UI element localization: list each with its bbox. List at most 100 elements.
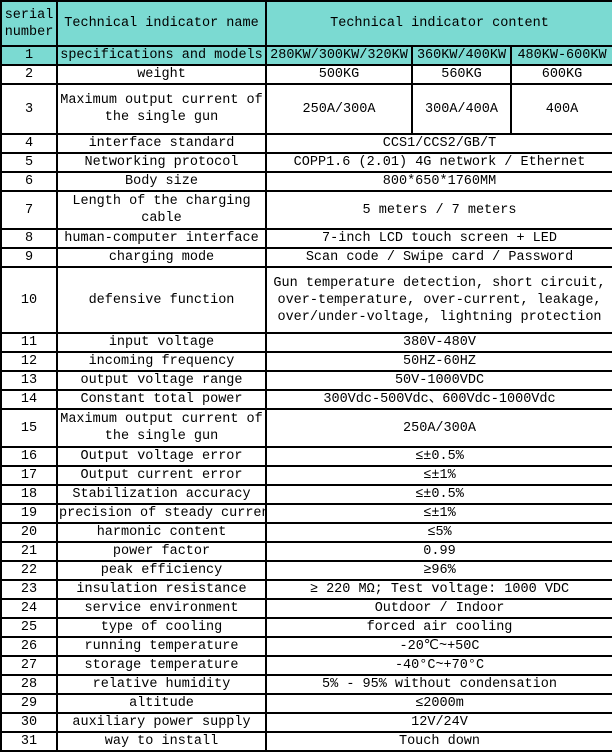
serial-number-cell: 16 [0, 446, 58, 467]
serial-number-cell: 18 [0, 484, 58, 505]
serial-number-cell: 2 [0, 64, 58, 85]
table-row: 12 incoming frequency 50HZ-60HZ [0, 351, 612, 372]
indicator-content-cell: 5 meters / 7 meters [265, 190, 612, 230]
indicator-name-cell: Constant total power [56, 389, 267, 410]
indicator-content-cell: 360KW/400KW [411, 45, 512, 66]
table-row: 3 Maximum output current of the single gu… [0, 83, 612, 135]
indicator-name-cell: running temperature [56, 636, 267, 657]
indicator-name-cell: Stabilization accuracy [56, 484, 267, 505]
serial-number-cell: 24 [0, 598, 58, 619]
indicator-name-cell: Maximum output current of the single gun [56, 408, 267, 448]
serial-number-cell: 23 [0, 579, 58, 600]
indicator-name-cell: precision of steady current [56, 503, 267, 524]
indicator-name-cell: weight [56, 64, 267, 85]
indicator-name-cell: altitude [56, 693, 267, 714]
indicator-name-cell: Maximum output current of the single gun [56, 83, 267, 135]
serial-number-cell: 7 [0, 190, 58, 230]
serial-number-cell: 28 [0, 674, 58, 695]
serial-number-cell: 10 [0, 266, 58, 334]
serial-number-cell: 11 [0, 332, 58, 353]
indicator-name-cell: human-computer interface [56, 228, 267, 249]
table-row: 31 way to install Touch down [0, 731, 612, 752]
indicator-content-cell: 50HZ-60HZ [265, 351, 612, 372]
indicator-name-cell: peak efficiency [56, 560, 267, 581]
serial-number-cell: 13 [0, 370, 58, 391]
indicator-name-cell: harmonic content [56, 522, 267, 543]
indicator-content-cell: 7-inch LCD touch screen + LED [265, 228, 612, 249]
indicator-content-cell: Gun temperature detection, short circuit… [265, 266, 612, 334]
indicator-content-cell: 300Vdc-500Vdc、600Vdc-1000Vdc [265, 389, 612, 410]
indicator-content-cell: -40°C~+70°C [265, 655, 612, 676]
table-row: 13 output voltage range 50V-1000VDC [0, 370, 612, 391]
table-row: 20 harmonic content ≤5% [0, 522, 612, 543]
serial-number-cell: 8 [0, 228, 58, 249]
indicator-name-cell: storage temperature [56, 655, 267, 676]
indicator-name-cell: type of cooling [56, 617, 267, 638]
indicator-content-cell: 500KG [265, 64, 413, 85]
serial-number-cell: 20 [0, 522, 58, 543]
header-indicator-name: Technical indicator name [56, 0, 267, 47]
table-row: 10 defensive function Gun temperature dete… [0, 266, 612, 334]
indicator-content-cell: 380V-480V [265, 332, 612, 353]
table-row: 25 type of cooling forced air cooling [0, 617, 612, 638]
indicator-content-cell: CCS1/CCS2/GB/T [265, 133, 612, 154]
indicator-content-cell: 250A/300A [265, 408, 612, 448]
serial-number-cell: 30 [0, 712, 58, 733]
serial-number-cell: 26 [0, 636, 58, 657]
serial-number-cell: 19 [0, 503, 58, 524]
indicator-content-cell: 280KW/300KW/320KW [265, 45, 413, 66]
table-row: 9 charging mode Scan code / Swipe card / P… [0, 247, 612, 268]
table-row: 27 storage temperature -40°C~+70°C [0, 655, 612, 676]
indicator-content-cell: 600KG [510, 64, 612, 85]
indicator-content-cell: 250A/300A [265, 83, 413, 135]
serial-number-cell: 12 [0, 351, 58, 372]
indicator-content-cell: ≤±1% [265, 503, 612, 524]
table-row: 6 Body size 800*650*1760MM [0, 171, 612, 192]
indicator-content-cell: ≤±0.5% [265, 446, 612, 467]
table-row: 14 Constant total power 300Vdc-500Vdc、600V… [0, 389, 612, 410]
indicator-content-cell: Outdoor / Indoor [265, 598, 612, 619]
indicator-name-cell: interface standard [56, 133, 267, 154]
indicator-content-cell: 12V/24V [265, 712, 612, 733]
indicator-name-cell: power factor [56, 541, 267, 562]
header-row: serial number Technical indicator name T… [0, 0, 612, 47]
table-row: 30 auxiliary power supply 12V/24V [0, 712, 612, 733]
table-row: 5 Networking protocol COPP1.6 (2.01) 4G ne… [0, 152, 612, 173]
spec-table-body: 1 specifications and models 280KW/300KW/32… [0, 45, 612, 752]
indicator-content-cell: ≤2000m [265, 693, 612, 714]
serial-number-cell: 1 [0, 45, 58, 66]
serial-number-cell: 22 [0, 560, 58, 581]
indicator-name-cell: auxiliary power supply [56, 712, 267, 733]
indicator-name-cell: Networking protocol [56, 152, 267, 173]
table-row: 23 insulation resistance ≥ 220 MΩ; Test vo… [0, 579, 612, 600]
table-row: 18 Stabilization accuracy ≤±0.5% [0, 484, 612, 505]
serial-number-cell: 9 [0, 247, 58, 268]
indicator-name-cell: input voltage [56, 332, 267, 353]
indicator-content-cell: COPP1.6 (2.01) 4G network / Ethernet [265, 152, 612, 173]
table-row: 24 service environment Outdoor / Indoor [0, 598, 612, 619]
table-row: 16 Output voltage error ≤±0.5% [0, 446, 612, 467]
serial-number-cell: 15 [0, 408, 58, 448]
indicator-content-cell: ≤±1% [265, 465, 612, 486]
indicator-name-cell: defensive function [56, 266, 267, 334]
indicator-name-cell: output voltage range [56, 370, 267, 391]
serial-number-cell: 17 [0, 465, 58, 486]
indicator-content-cell: ≥96% [265, 560, 612, 581]
header-serial-number: serial number [0, 0, 58, 47]
indicator-content-cell: Scan code / Swipe card / Password [265, 247, 612, 268]
indicator-name-cell: specifications and models [56, 45, 267, 66]
serial-number-cell: 14 [0, 389, 58, 410]
indicator-content-cell: ≤5% [265, 522, 612, 543]
indicator-name-cell: relative humidity [56, 674, 267, 695]
indicator-name-cell: Body size [56, 171, 267, 192]
indicator-content-cell: 50V-1000VDC [265, 370, 612, 391]
indicator-name-cell: service environment [56, 598, 267, 619]
indicator-content-cell: 0.99 [265, 541, 612, 562]
table-row: 15 Maximum output current of the single g… [0, 408, 612, 448]
header-indicator-content: Technical indicator content [265, 0, 612, 47]
table-row: 2 weight 500KG 560KG 600KG [0, 64, 612, 85]
serial-number-cell: 5 [0, 152, 58, 173]
table-row: 4 interface standard CCS1/CCS2/GB/T [0, 133, 612, 154]
table-row: 26 running temperature -20℃~+50C [0, 636, 612, 657]
